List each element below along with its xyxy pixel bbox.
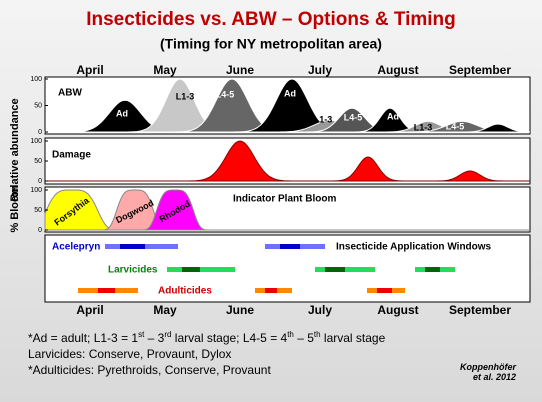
- footnote: *Ad = adult; L1-3 = 1st – 3rd larval sta…: [28, 330, 386, 345]
- curve-label: L4-5: [446, 121, 465, 131]
- month-label: July: [308, 63, 332, 77]
- y-tick-label: 50: [34, 207, 42, 214]
- y-axis-label: Relative abundance: [9, 98, 21, 201]
- curve-label: Ad: [116, 108, 128, 118]
- curve-label: Ad: [284, 88, 296, 98]
- footnote: Larvicides: Conserve, Provaunt, Dylox: [28, 347, 232, 361]
- month-label: June: [226, 303, 254, 317]
- month-label: April: [76, 63, 103, 77]
- y-tick-label: 0: [38, 129, 42, 136]
- panel-label: Indicator Plant Bloom: [233, 194, 336, 205]
- y-tick-label: 100: [30, 187, 42, 194]
- month-label: August: [377, 63, 418, 77]
- y-tick-label: 100: [30, 138, 42, 145]
- subtitle: (Timing for NY metropolitan area): [160, 36, 382, 52]
- curve-label: Ad: [387, 111, 399, 121]
- footnote: *Adulticides: Pyrethroids, Conserve, Pro…: [28, 363, 271, 377]
- y-axis-label: % Bloom: [9, 185, 21, 232]
- curve-label: L1-3: [414, 122, 433, 132]
- month-label: June: [226, 63, 254, 77]
- product-label: Larvicides: [108, 265, 158, 276]
- month-label: August: [377, 303, 418, 317]
- month-label: May: [153, 63, 177, 77]
- curve-label: L4-5: [216, 89, 235, 99]
- curve: [45, 189, 530, 231]
- month-label: September: [449, 303, 511, 317]
- month-label: April: [76, 303, 103, 317]
- month-label: September: [449, 63, 511, 77]
- title: Insecticides vs. ABW – Options & Timing: [86, 9, 456, 30]
- y-tick-label: 100: [30, 76, 42, 83]
- y-tick-label: 0: [38, 178, 42, 185]
- curve: [45, 170, 530, 182]
- curve-label: L4-5: [344, 112, 363, 122]
- product-label: Adulticides: [158, 286, 212, 297]
- curve-label: L1-3: [176, 91, 195, 101]
- credit: Koppenhöfer et al. 2012: [460, 362, 516, 382]
- product-label: Acelepryn: [52, 242, 100, 253]
- y-tick-label: 50: [34, 158, 42, 165]
- y-tick-label: 0: [38, 227, 42, 234]
- windows: [78, 244, 455, 293]
- panel: [44, 137, 531, 185]
- panel-label: Insecticide Application Windows: [336, 242, 492, 253]
- panel-label: ABW: [58, 88, 82, 99]
- panel-label: Damage: [52, 150, 91, 161]
- y-tick-label: 50: [34, 102, 42, 109]
- month-label: July: [308, 303, 332, 317]
- month-label: May: [153, 303, 177, 317]
- curve-label: L1-3: [314, 114, 333, 124]
- curve: [45, 123, 531, 133]
